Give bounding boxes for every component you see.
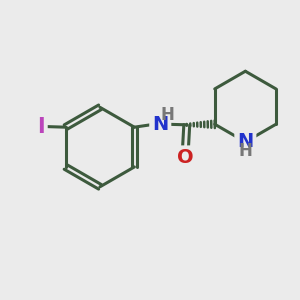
Text: H: H [238, 142, 252, 160]
Text: N: N [237, 132, 254, 152]
Text: N: N [152, 115, 168, 134]
Text: O: O [177, 148, 194, 167]
Text: I: I [37, 117, 45, 136]
Text: H: H [161, 106, 175, 124]
